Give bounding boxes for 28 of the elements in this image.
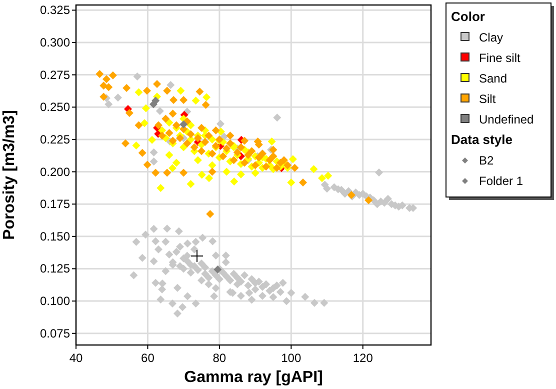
y-tick-label: 0.275 [40, 68, 70, 82]
legend-label: Sand [479, 72, 508, 86]
legend-label: Fine silt [479, 51, 522, 65]
y-tick-label: 0.225 [40, 132, 70, 146]
y-tick-label: 0.250 [40, 100, 70, 114]
x-tick-label: 40 [69, 351, 83, 365]
text: Folder 1 [479, 174, 524, 188]
x-tick-label: 60 [141, 351, 155, 365]
y-tick-label: 0.300 [40, 35, 70, 50]
legend-title: Color [451, 9, 485, 24]
y-tick-label: 0.100 [40, 294, 70, 308]
y-axis-title: Porosity [m3/m3] [1, 110, 18, 240]
y-tick-label: 0.200 [40, 164, 70, 179]
x-tick-label: 120 [352, 351, 374, 365]
legend-label: Silt [479, 92, 496, 106]
text: B2 [479, 154, 494, 168]
x-tick-label: 80 [212, 351, 226, 365]
legend-label: Clay [479, 30, 504, 44]
y-tick-label: 0.150 [40, 229, 70, 244]
y-tick-label: 0.175 [40, 197, 70, 212]
y-tick-label: 0.075 [40, 326, 70, 340]
x-tick-label: 100 [281, 351, 302, 365]
point [180, 120, 188, 128]
legend-label: Undefined [479, 112, 534, 126]
y-tick-label: 0.325 [40, 3, 70, 18]
y-tick-label: 0.125 [40, 262, 70, 276]
text: Data style [451, 132, 512, 147]
x-axis-title: Gamma ray [gAPI] [184, 369, 323, 386]
